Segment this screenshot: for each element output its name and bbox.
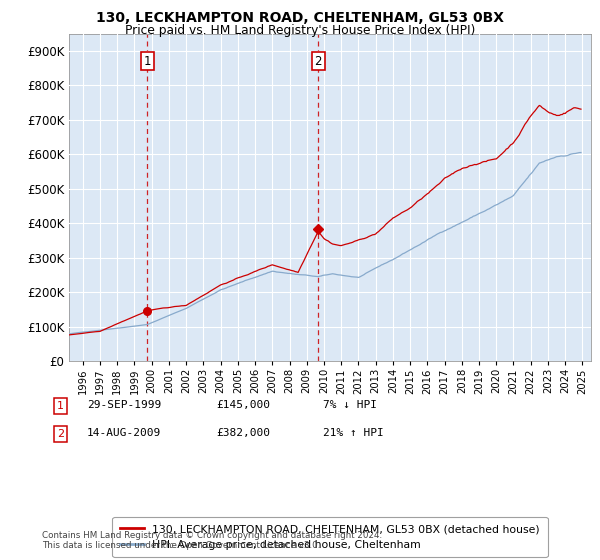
Text: 14-AUG-2009: 14-AUG-2009 bbox=[87, 428, 161, 438]
Text: 2: 2 bbox=[314, 55, 322, 68]
Text: £145,000: £145,000 bbox=[216, 400, 270, 410]
Text: 7% ↓ HPI: 7% ↓ HPI bbox=[323, 400, 377, 410]
Text: 130, LECKHAMPTON ROAD, CHELTENHAM, GL53 0BX: 130, LECKHAMPTON ROAD, CHELTENHAM, GL53 … bbox=[96, 11, 504, 25]
Text: Contains HM Land Registry data © Crown copyright and database right 2024.
This d: Contains HM Land Registry data © Crown c… bbox=[42, 531, 382, 550]
Text: 2: 2 bbox=[57, 429, 64, 439]
Text: 1: 1 bbox=[143, 55, 151, 68]
Legend: 130, LECKHAMPTON ROAD, CHELTENHAM, GL53 0BX (detached house), HPI: Average price: 130, LECKHAMPTON ROAD, CHELTENHAM, GL53 … bbox=[112, 517, 548, 557]
Text: £382,000: £382,000 bbox=[216, 428, 270, 438]
Text: 29-SEP-1999: 29-SEP-1999 bbox=[87, 400, 161, 410]
Text: 1: 1 bbox=[57, 401, 64, 411]
Text: Price paid vs. HM Land Registry's House Price Index (HPI): Price paid vs. HM Land Registry's House … bbox=[125, 24, 475, 37]
Text: 21% ↑ HPI: 21% ↑ HPI bbox=[323, 428, 383, 438]
